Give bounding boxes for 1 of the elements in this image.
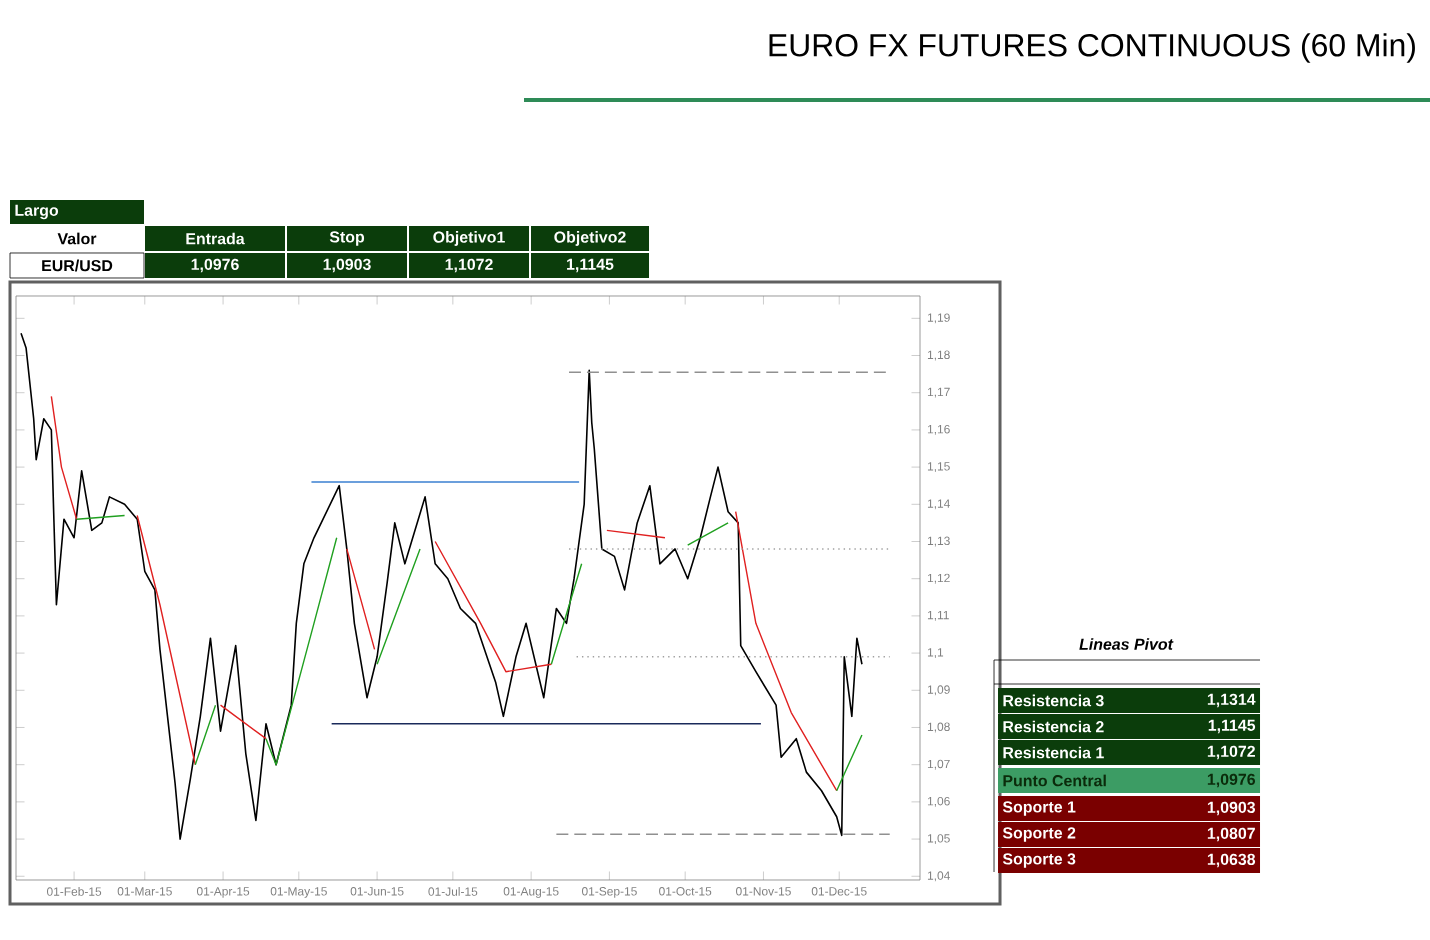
text: EURO FX FUTURES CONTINUOUS (60 Min) — [769, 33, 1415, 63]
